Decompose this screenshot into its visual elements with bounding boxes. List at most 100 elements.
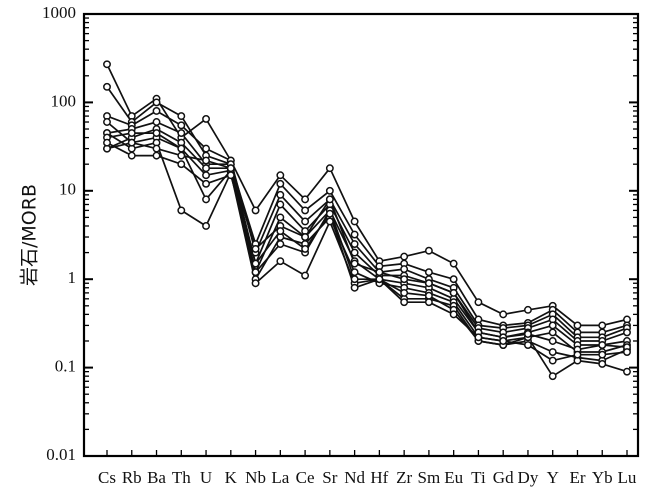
- data-point: [177, 144, 186, 153]
- data-point: [202, 114, 210, 123]
- data-point: [598, 359, 607, 368]
- data-point: [177, 151, 186, 160]
- data-point: [350, 248, 359, 257]
- data-point: [251, 259, 260, 268]
- x-tick-label: Nb: [245, 468, 266, 487]
- data-point: [103, 82, 111, 91]
- data-point: [276, 227, 285, 236]
- data-point: [400, 275, 409, 284]
- data-point: [375, 275, 384, 284]
- data-point: [103, 138, 111, 147]
- data-point: [524, 330, 532, 338]
- x-tick-label: Cs: [98, 468, 116, 487]
- x-tick-label: Ba: [147, 468, 166, 487]
- data-point: [177, 121, 186, 130]
- data-point: [350, 217, 359, 226]
- x-tick-label: Hf: [370, 468, 388, 487]
- y-tick-label: 0.01: [46, 445, 76, 464]
- data-point: [202, 156, 210, 165]
- data-point: [400, 252, 409, 261]
- data-point: [152, 151, 161, 160]
- data-point: [325, 195, 334, 204]
- data-point: [202, 222, 210, 230]
- data-point: [202, 179, 210, 188]
- x-tick-label: Ti: [471, 468, 486, 487]
- data-point: [127, 138, 136, 147]
- data-point: [202, 164, 210, 173]
- x-tick-label: Lu: [618, 468, 637, 487]
- x-tick-label: Sr: [322, 468, 337, 487]
- series-line: [106, 121, 628, 351]
- data-point: [350, 283, 359, 292]
- data-point: [375, 268, 384, 277]
- data-point: [251, 244, 260, 253]
- series-line: [106, 136, 628, 353]
- data-point: [524, 341, 532, 349]
- x-tick-label: Dy: [518, 468, 539, 487]
- data-point: [276, 179, 285, 188]
- y-tick-label: 1: [68, 268, 77, 287]
- data-point: [350, 230, 359, 239]
- data-point: [573, 321, 582, 330]
- y-axis-title: 岩石/MORB: [19, 184, 41, 286]
- data-point: [424, 268, 433, 277]
- data-point: [449, 259, 458, 268]
- data-point: [152, 118, 161, 126]
- data-point: [202, 195, 210, 204]
- data-point: [325, 164, 334, 173]
- data-point: [301, 206, 310, 215]
- data-point: [400, 298, 409, 307]
- data-point: [226, 171, 235, 180]
- data-point: [127, 151, 136, 160]
- data-point: [251, 206, 260, 215]
- data-point: [276, 171, 285, 180]
- data-point: [177, 206, 186, 215]
- data-point: [400, 265, 409, 274]
- data-point: [598, 350, 607, 359]
- data-point: [474, 298, 483, 307]
- x-tick-label: Yb: [592, 468, 613, 487]
- series-line: [106, 110, 628, 339]
- data-point: [103, 118, 111, 126]
- y-tick-label: 0.1: [55, 357, 76, 376]
- data-point: [350, 259, 359, 268]
- data-point: [598, 341, 607, 349]
- x-tick-label: Er: [569, 468, 585, 487]
- data-point: [177, 112, 186, 121]
- plot-frame: [82, 12, 640, 458]
- data-point: [449, 275, 458, 284]
- data-point: [548, 337, 557, 345]
- series-line: [106, 63, 628, 327]
- data-point: [202, 171, 210, 180]
- data-point: [276, 200, 285, 209]
- series-line: [106, 132, 628, 362]
- data-point: [202, 144, 210, 153]
- data-point: [424, 246, 433, 255]
- data-point: [474, 333, 483, 342]
- x-tick-label: Ce: [296, 468, 315, 487]
- data-point: [548, 328, 557, 337]
- data-point: [524, 305, 532, 314]
- data-point: [623, 367, 631, 376]
- data-point: [548, 356, 557, 365]
- data-point: [449, 310, 458, 319]
- data-point: [548, 372, 557, 381]
- data-point: [251, 279, 260, 288]
- data-point: [152, 144, 161, 153]
- data-point: [226, 164, 235, 173]
- y-tick-label: 100: [51, 91, 77, 110]
- data-point: [325, 186, 334, 195]
- data-point: [350, 240, 359, 248]
- data-point: [177, 160, 186, 169]
- data-point: [623, 348, 631, 356]
- series-line: [106, 128, 628, 346]
- data-point: [276, 257, 285, 266]
- data-point: [301, 195, 310, 204]
- data-point: [499, 337, 508, 345]
- x-tick-label: Zr: [396, 468, 412, 487]
- data-point: [103, 60, 111, 69]
- y-tick-label: 10: [59, 180, 76, 199]
- data-point: [152, 107, 161, 115]
- data-point: [325, 217, 334, 226]
